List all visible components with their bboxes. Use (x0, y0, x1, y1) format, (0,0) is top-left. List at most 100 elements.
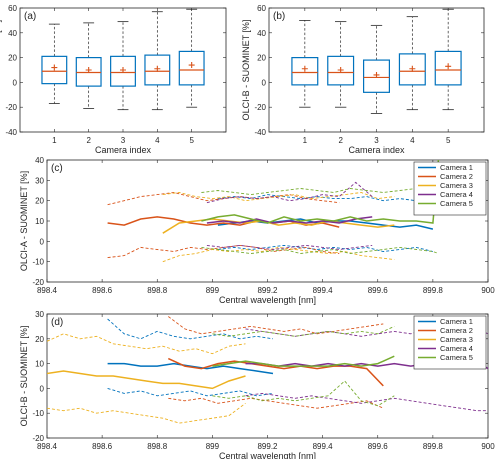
y-tick-label: -20 (32, 434, 44, 443)
series-camera-3-mean (47, 370, 246, 390)
box-camera-1 (41, 23, 68, 104)
series-camera-3-lower (47, 402, 246, 424)
series-camera-2-mean (107, 216, 340, 228)
y-tick-label: -20 (254, 103, 266, 112)
mean-marker (373, 71, 380, 78)
box-iqr (178, 50, 205, 86)
x-tick-label: 899.4 (313, 286, 334, 295)
y-tick-label: -10 (32, 258, 44, 267)
x-tick-label: 3 (374, 136, 379, 145)
series-camera-4-mean (206, 216, 373, 224)
x-tick-label: 899.2 (257, 286, 278, 295)
x-tick-label: 898.6 (92, 442, 113, 451)
y-tick-label: 20 (35, 197, 44, 206)
series-camera-5-mean (212, 355, 395, 367)
y-tick-label: 20 (257, 54, 266, 63)
x-tick-label: 5 (446, 136, 451, 145)
y-tick-label: 10 (35, 360, 44, 369)
x-axis-label: Camera index (348, 145, 405, 155)
x-tick-label: 899.8 (423, 442, 444, 451)
y-tick-label: -20 (5, 103, 17, 112)
series-camera-3-upper (162, 192, 395, 202)
x-tick-label: 900 (481, 286, 495, 295)
y-axis-label: OLCI-A - SUOMINET [%] (0, 20, 2, 120)
x-tick-label: 898.4 (37, 442, 58, 451)
legend-entry: Camera 1 (440, 163, 473, 172)
series-camera-1-mean (107, 362, 274, 375)
series-camera-2-upper (168, 316, 384, 335)
mean-marker (301, 65, 308, 72)
y-tick-label: 10 (35, 217, 44, 226)
series-camera-5-lower (201, 246, 439, 254)
legend-entry: Camera 5 (440, 199, 473, 208)
x-tick-label: 3 (121, 136, 126, 145)
legend-entry: Camera 4 (440, 344, 473, 353)
legend-box (413, 161, 487, 216)
panel-a: -40 -20 0 20 40 60 (a) Camera index OLCI-A - SUO… (0, 4, 227, 155)
y-tick-label: 40 (257, 29, 266, 38)
y-tick-label: -40 (254, 128, 266, 137)
y-tick-label: 60 (8, 4, 17, 13)
panel-label: (b) (273, 11, 285, 22)
series-camera-3-lower (162, 246, 395, 263)
panel-b: -40 -20 0 20 40 60 (b) Camera index OLCI-B - SUO… (241, 4, 485, 155)
plot-area (107, 160, 440, 263)
y-tick-label: -20 (32, 278, 44, 287)
series-camera-5-upper (212, 325, 395, 337)
y-axis-label: OLCI-B - SUOMINET [%] (241, 20, 251, 121)
y-axis-label: OLCI-A - SUOMINET [%] (19, 171, 29, 271)
box-camera-2 (327, 21, 355, 108)
y-tick-label: -40 (5, 128, 17, 137)
x-tick-label: 899.8 (423, 286, 444, 295)
box-camera-1 (291, 19, 319, 108)
x-axis-label: Camera index (95, 145, 152, 155)
box-camera-5 (434, 8, 462, 111)
legend-entry: Camera 2 (440, 172, 473, 181)
y-tick-label: 40 (8, 29, 17, 38)
x-tick-label: 2 (338, 136, 343, 145)
box-iqr (434, 50, 462, 86)
x-tick-label: 4 (155, 136, 160, 145)
x-tick-label: 4 (410, 136, 415, 145)
series-camera-4-upper (206, 181, 373, 204)
series-camera-1-upper (107, 318, 274, 340)
mean-marker (409, 65, 416, 72)
series-camera-4-lower (206, 244, 373, 250)
series-camera-5-lower (212, 380, 395, 407)
y-tick-label: 0 (40, 384, 45, 393)
mean-marker (85, 67, 92, 73)
x-tick-label: 899.6 (368, 286, 389, 295)
x-tick-label: 899 (206, 442, 220, 451)
mean-marker (337, 67, 344, 73)
y-axis-label: OLCI-B - SUOMINET [%] (19, 326, 29, 427)
legend-entry: Camera 5 (440, 353, 473, 362)
x-tick-label: 900 (481, 442, 495, 451)
x-axis-label: Central wavelength [nm] (219, 451, 316, 459)
series-camera-2-upper (107, 192, 340, 206)
x-tick-label: 1 (52, 136, 57, 145)
panel-c: -20 -10 0 10 20 30 40 (c) Central wavelength [nm… (19, 156, 495, 305)
legend-box (413, 315, 487, 370)
box-camera-4 (398, 16, 426, 111)
x-tick-label: 899.4 (313, 442, 334, 451)
series-camera-2-mean (167, 357, 384, 387)
series-camera-5-mean (201, 160, 440, 224)
box-camera-2 (75, 22, 102, 109)
series-camera-4-lower (245, 392, 488, 412)
y-tick-label: 20 (35, 335, 44, 344)
x-tick-label: 899.6 (368, 442, 389, 451)
x-tick-label: 898.4 (37, 286, 58, 295)
x-tick-label: 898.8 (147, 442, 168, 451)
series-camera-5-upper (201, 167, 439, 196)
x-tick-label: 899.2 (257, 442, 278, 451)
series-camera-2-lower (168, 397, 384, 409)
series-camera-3-upper (47, 333, 246, 355)
y-tick-label: 60 (257, 4, 266, 13)
x-tick-label: 1 (303, 136, 308, 145)
x-tick-label: 898.8 (147, 286, 168, 295)
mean-marker (445, 63, 452, 70)
x-tick-label: 899 (206, 286, 220, 295)
legend-entry: Camera 3 (440, 181, 473, 190)
